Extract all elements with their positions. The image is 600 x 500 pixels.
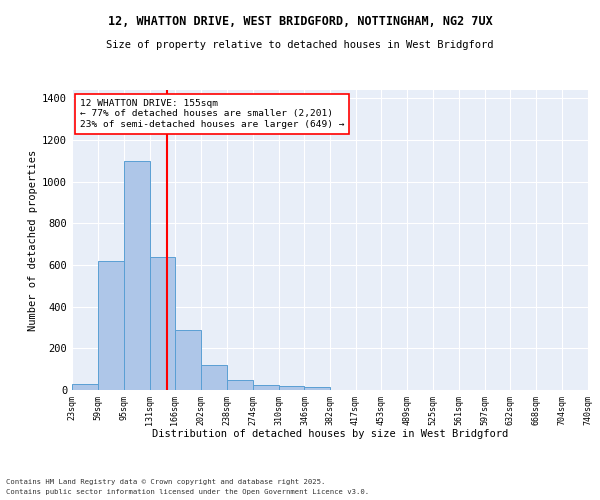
Bar	[175, 330, 201, 390]
Bar	[124, 161, 150, 390]
Text: Contains HM Land Registry data © Crown copyright and database right 2025.: Contains HM Land Registry data © Crown c…	[6, 479, 325, 485]
Bar	[201, 365, 227, 390]
Text: 12 WHATTON DRIVE: 155sqm
← 77% of detached houses are smaller (2,201)
23% of sem: 12 WHATTON DRIVE: 155sqm ← 77% of detach…	[80, 99, 344, 129]
Text: 12, WHATTON DRIVE, WEST BRIDGFORD, NOTTINGHAM, NG2 7UX: 12, WHATTON DRIVE, WEST BRIDGFORD, NOTTI…	[107, 15, 493, 28]
Bar	[278, 386, 304, 390]
Bar	[98, 261, 124, 390]
Bar	[150, 256, 175, 390]
Text: Size of property relative to detached houses in West Bridgford: Size of property relative to detached ho…	[106, 40, 494, 50]
Y-axis label: Number of detached properties: Number of detached properties	[28, 150, 38, 330]
Bar	[227, 380, 253, 390]
Bar	[72, 384, 98, 390]
Text: Contains public sector information licensed under the Open Government Licence v3: Contains public sector information licen…	[6, 489, 369, 495]
Bar	[253, 385, 278, 390]
X-axis label: Distribution of detached houses by size in West Bridgford: Distribution of detached houses by size …	[152, 429, 508, 439]
Bar	[304, 387, 331, 390]
